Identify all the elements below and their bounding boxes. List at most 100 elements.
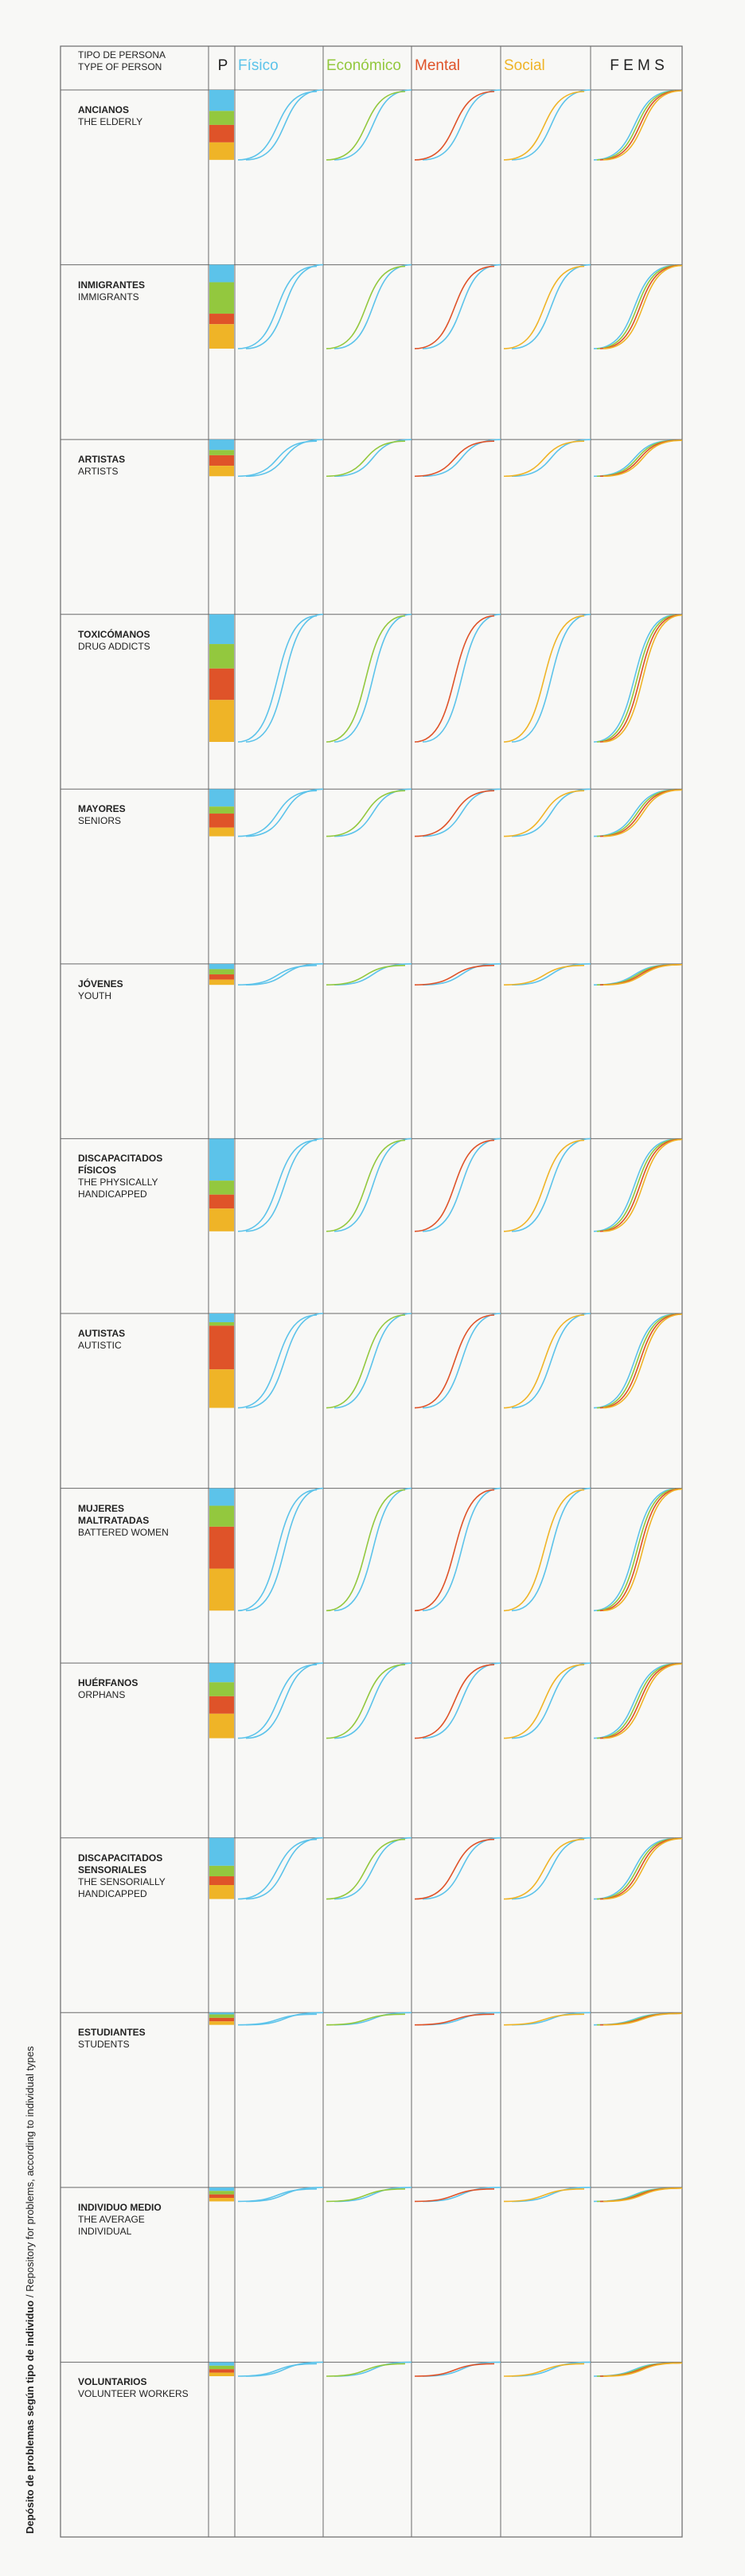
person-type: JÓVENES YOUTH: [78, 978, 197, 1002]
p-segment: [209, 2372, 234, 2376]
problem-curve: [414, 2013, 495, 2026]
problem-curve: [414, 1314, 495, 1409]
problem-curve: [326, 2013, 406, 2026]
problem-curve: [237, 1314, 318, 1409]
column-header: Social: [504, 57, 545, 74]
table-frame: [60, 45, 683, 2538]
p-segment: [209, 963, 234, 970]
combined-curve: [603, 2012, 683, 2026]
reference-curve: [245, 263, 324, 349]
combined-curve: [593, 439, 676, 478]
person-type: TOXICÓMANOS DRUG ADDICTS: [78, 629, 197, 653]
person-type-en: YOUTH: [78, 989, 111, 1001]
reference-curve: [245, 613, 324, 743]
person-type-es: TOXICÓMANOS: [78, 628, 150, 640]
p-segment: [209, 314, 234, 325]
reference-curve: [245, 788, 324, 837]
combined-curve: [593, 1138, 676, 1232]
combined-curve: [596, 614, 678, 743]
problem-curve: [326, 965, 406, 986]
p-segment: [209, 969, 234, 975]
problem-curve: [503, 790, 585, 837]
p-segment: [209, 2012, 234, 2015]
combined-curve: [593, 1663, 676, 1739]
problem-curve: [414, 965, 495, 986]
p-segment: [209, 1138, 234, 1181]
p-segment: [209, 668, 234, 701]
reference-curve: [422, 963, 501, 986]
combined-curve: [603, 964, 683, 986]
reference-curve: [511, 963, 591, 986]
p-segment: [209, 282, 234, 314]
problem-curve: [503, 1314, 585, 1409]
problem-curve: [237, 2013, 318, 2026]
p-segment: [209, 466, 234, 477]
problem-curve: [503, 1838, 585, 1900]
combined-curve: [593, 789, 676, 837]
problem-curve: [414, 1664, 495, 1739]
person-type: DISCAPACITADOS SENSORIALES THE SENSORIALL…: [78, 1852, 197, 1900]
reference-curve: [333, 89, 412, 161]
problem-curve: [414, 91, 495, 161]
person-type-es: INDIVIDUO MEDIO: [78, 2201, 162, 2213]
problem-curve: [326, 2363, 406, 2377]
reference-curve: [333, 2187, 412, 2203]
combined-curve: [593, 264, 676, 349]
combined-curve: [603, 614, 683, 743]
p-segment: [209, 1181, 234, 1195]
p-segment: [209, 644, 234, 669]
combined-curve: [599, 90, 681, 161]
person-type-es: ARTISTAS: [78, 454, 126, 466]
reference-curve: [511, 1836, 591, 1900]
problem-curve: [414, 615, 495, 743]
combined-curve: [593, 2362, 676, 2377]
person-type: MAYORES SENIORS: [78, 803, 197, 827]
combined-curve: [603, 2362, 683, 2377]
person-type-es: VOLUNTARIOS: [78, 2376, 147, 2388]
combined-curve: [596, 90, 678, 161]
problem-curve: [414, 790, 495, 837]
combined-curve: [596, 1663, 678, 1739]
reference-curve: [511, 1487, 591, 1612]
problem-curve: [237, 1838, 318, 1900]
combined-curve: [596, 789, 678, 837]
reference-curve: [422, 2361, 501, 2377]
person-type-en: SENIORS: [78, 815, 122, 827]
p-segment: [209, 1837, 234, 1866]
p-segment: [209, 1313, 234, 1322]
p-segment: [209, 90, 234, 111]
p-segment: [209, 450, 234, 455]
p-segment: [209, 789, 234, 807]
problem-curve: [237, 965, 318, 986]
reference-curve: [245, 1662, 324, 1739]
person-type: DISCAPACITADOS FÍSICOS THE PHYSICALLY HAN…: [78, 1153, 197, 1200]
problem-curve: [414, 1489, 495, 1612]
combined-curve: [599, 1488, 681, 1612]
person-type-es: JÓVENES: [78, 978, 123, 989]
reference-curve: [333, 963, 412, 986]
person-type: ANCIANOS THE ELDERLY: [78, 104, 197, 128]
reference-curve: [333, 788, 412, 837]
p-segment: [209, 1194, 234, 1209]
reference-curve: [422, 1313, 501, 1409]
reference-curve: [245, 1836, 324, 1900]
p-segment: [209, 1505, 234, 1527]
p-segment: [209, 974, 234, 980]
problem-curve: [237, 1664, 318, 1739]
reference-curve: [333, 1836, 412, 1900]
reference-curve: [422, 1836, 501, 1900]
combined-curve: [593, 2188, 676, 2203]
p-segment: [209, 614, 234, 645]
p-segment: [209, 1325, 234, 1370]
p-segment: [209, 142, 234, 160]
reference-curve: [333, 1138, 412, 1232]
combined-curve: [599, 1663, 681, 1739]
reference-curve: [245, 1487, 324, 1612]
p-segment: [209, 2191, 234, 2195]
p-segment: [209, 2369, 234, 2373]
header-type: TIPO DE PERSONA TYPE OF PERSON: [78, 49, 166, 73]
combined-curve: [603, 1138, 683, 1232]
problem-curve: [414, 265, 495, 349]
combined-curve: [596, 1837, 678, 1900]
problem-curve: [503, 2188, 585, 2203]
